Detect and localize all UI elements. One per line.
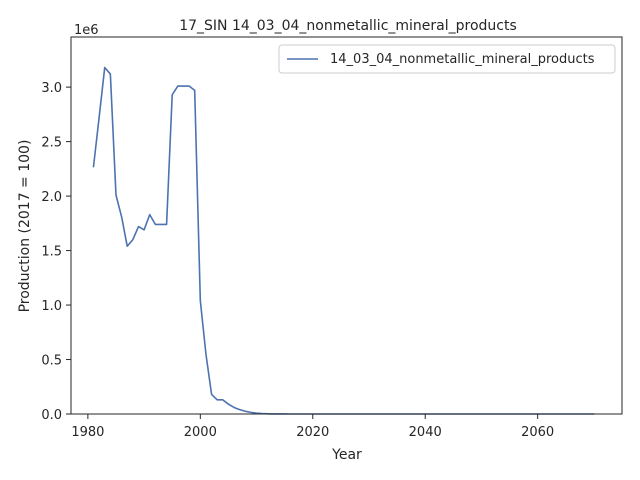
x-tick-label: 2040 xyxy=(409,425,442,440)
y-tick-label: 0.5 xyxy=(41,354,62,369)
x-tick-label: 1980 xyxy=(71,425,104,440)
y-tick-label: 3.0 xyxy=(41,81,62,96)
x-axis-ticks: 1980 2000 2020 2040 2060 xyxy=(71,414,554,440)
y-axis-offset-label: 1e6 xyxy=(74,23,99,38)
x-tick-label: 2000 xyxy=(184,425,217,440)
legend-box xyxy=(278,44,616,74)
y-tick-label: 2.5 xyxy=(41,136,62,151)
y-tick-label: 1.0 xyxy=(41,299,62,314)
y-axis-label: Production (2017 = 100) xyxy=(17,140,33,313)
axes-frame xyxy=(70,36,623,415)
chart-title: 17_SIN 14_03_04_nonmetallic_mineral_prod… xyxy=(179,18,517,34)
legend-label: 14_03_04_nonmetallic_mineral_products xyxy=(330,52,595,67)
x-axis-label: Year xyxy=(331,447,362,463)
y-axis-ticks: 0.0 0.5 1.0 1.5 2.0 2.5 3.0 xyxy=(41,81,71,423)
series-line xyxy=(92,66,595,415)
y-tick-label: 1.5 xyxy=(41,245,62,260)
y-tick-label: 0.0 xyxy=(41,408,62,423)
x-tick-label: 2060 xyxy=(521,425,554,440)
plot-area xyxy=(92,66,595,415)
x-tick-label: 2020 xyxy=(296,425,329,440)
legend: 14_03_04_nonmetallic_mineral_products xyxy=(278,44,616,74)
y-tick-label: 2.0 xyxy=(41,190,62,205)
